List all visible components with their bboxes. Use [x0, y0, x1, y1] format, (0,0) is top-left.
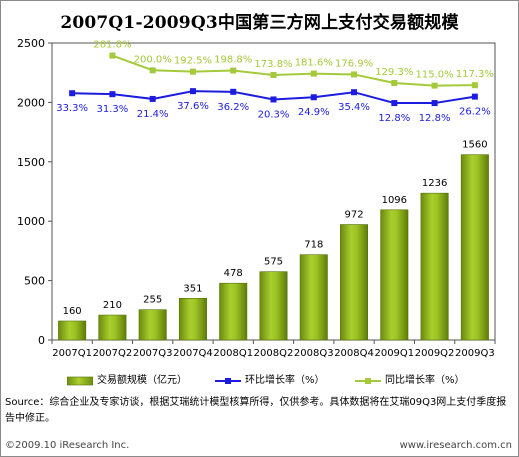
- website-link[interactable]: www.iresearch.com.cn: [399, 440, 512, 451]
- yoy-value-label: 173.8%: [254, 59, 292, 70]
- bar: [178, 298, 207, 341]
- yoy-marker: [149, 67, 156, 74]
- mom-marker: [149, 95, 156, 102]
- x-tick-label: 2007Q2: [93, 348, 133, 359]
- yoy-marker: [351, 71, 358, 78]
- mom-marker: [270, 96, 277, 103]
- mom-value-label: 21.4%: [137, 109, 169, 120]
- x-tick-label: 2009Q2: [415, 348, 455, 359]
- mom-value-label: 12.8%: [419, 113, 451, 124]
- bar: [219, 282, 248, 341]
- mom-marker: [189, 88, 196, 95]
- bar-value-label: 478: [224, 268, 243, 279]
- y-tick-label: 0: [38, 334, 45, 347]
- yoy-value-label: 192.5%: [174, 56, 212, 67]
- mom-value-label: 26.2%: [459, 107, 491, 118]
- x-tick-label: 2007Q4: [173, 348, 213, 359]
- x-tick-label: 2009Q1: [374, 348, 414, 359]
- mom-marker: [471, 93, 478, 100]
- yoy-value-label: 200.0%: [134, 54, 172, 65]
- yoy-marker: [189, 68, 196, 75]
- mom-marker: [391, 100, 398, 107]
- yoy-marker: [230, 67, 237, 74]
- chart-legend: 交易额规模（亿元） 环比增长率（%） 同比增长率（%）: [1, 373, 518, 389]
- mom-value-label: 35.4%: [338, 102, 370, 113]
- mom-value-label: 33.3%: [56, 103, 88, 114]
- yoy-value-label: 181.6%: [295, 58, 333, 69]
- bar: [259, 271, 288, 341]
- source-note: Source：综合企业及专家访谈，根据艾瑞统计模型核算所得，仅供参考。具体数据将…: [5, 397, 507, 424]
- bar-value-label: 351: [183, 283, 202, 294]
- y-tick-label: 1000: [17, 215, 45, 228]
- bar: [380, 209, 409, 341]
- yoy-value-label: 117.3%: [456, 69, 494, 80]
- y-tick-label: 2000: [17, 96, 45, 109]
- bar-value-label: 255: [143, 295, 162, 306]
- x-tick-label: 2007Q1: [52, 348, 92, 359]
- x-tick-label: 2008Q4: [334, 348, 374, 359]
- mom-marker: [230, 88, 237, 95]
- bar: [299, 254, 328, 341]
- legend-label-bar: 交易额规模（亿元）: [97, 375, 187, 386]
- bar-value-label: 1560: [462, 140, 487, 151]
- mom-marker: [431, 100, 438, 107]
- legend-swatch-bar: [67, 376, 93, 386]
- yoy-value-label: 176.9%: [335, 58, 373, 69]
- bar: [58, 320, 87, 341]
- x-tick-label: 2008Q3: [294, 348, 334, 359]
- legend-label-yoy: 同比增长率（%）: [385, 375, 465, 386]
- bar-value-label: 1096: [382, 195, 407, 206]
- yoy-value-label: 115.0%: [416, 70, 454, 81]
- bar: [98, 314, 127, 341]
- footer: ©2009.10 iResearch Inc. www.iresearch.co…: [1, 440, 518, 454]
- mom-marker: [109, 91, 116, 98]
- bar: [340, 224, 369, 341]
- y-tick-label: 2500: [17, 37, 45, 50]
- bar-value-label: 972: [344, 210, 363, 221]
- yoy-value-label: 281.8%: [93, 40, 131, 51]
- legend-swatch-yoy: [355, 378, 381, 384]
- bar: [420, 192, 449, 341]
- yoy-marker: [431, 82, 438, 89]
- bar-value-label: 210: [103, 300, 122, 311]
- mom-value-label: 20.3%: [258, 109, 290, 120]
- mom-marker: [351, 89, 358, 96]
- y-tick-label: 1500: [17, 156, 45, 169]
- bar: [460, 154, 489, 341]
- x-tick-label: 2009Q3: [455, 348, 495, 359]
- bar: [138, 309, 167, 341]
- y-tick-label: 500: [24, 275, 45, 288]
- copyright-text: ©2009.10 iResearch Inc.: [5, 440, 130, 451]
- x-tick-label: 2008Q2: [254, 348, 294, 359]
- x-tick-label: 2007Q3: [133, 348, 173, 359]
- mom-value-label: 24.9%: [298, 107, 330, 118]
- legend-label-mom: 环比增长率（%）: [245, 375, 325, 386]
- mom-value-label: 37.6%: [177, 101, 209, 112]
- yoy-value-label: 129.3%: [375, 67, 413, 78]
- x-tick-label: 2008Q1: [213, 348, 253, 359]
- yoy-marker: [391, 80, 398, 87]
- bar-value-label: 575: [264, 257, 283, 268]
- yoy-marker: [471, 82, 478, 89]
- mom-value-label: 12.8%: [378, 113, 410, 124]
- yoy-value-label: 198.8%: [214, 55, 252, 66]
- chart-title: 2007Q1-2009Q3中国第三方网上支付交易额规模: [60, 13, 459, 33]
- mom-marker: [310, 94, 317, 101]
- yoy-marker: [270, 72, 277, 79]
- bar-value-label: 160: [63, 306, 82, 317]
- yoy-marker: [109, 52, 116, 59]
- mom-value-label: 31.3%: [97, 104, 129, 115]
- yoy-marker: [310, 70, 317, 77]
- bar-value-label: 718: [304, 240, 323, 251]
- yoy-line: [112, 54, 475, 87]
- bar-value-label: 1236: [422, 178, 447, 189]
- legend-swatch-mom: [215, 378, 241, 384]
- mom-marker: [69, 90, 76, 97]
- mom-value-label: 36.2%: [217, 102, 249, 113]
